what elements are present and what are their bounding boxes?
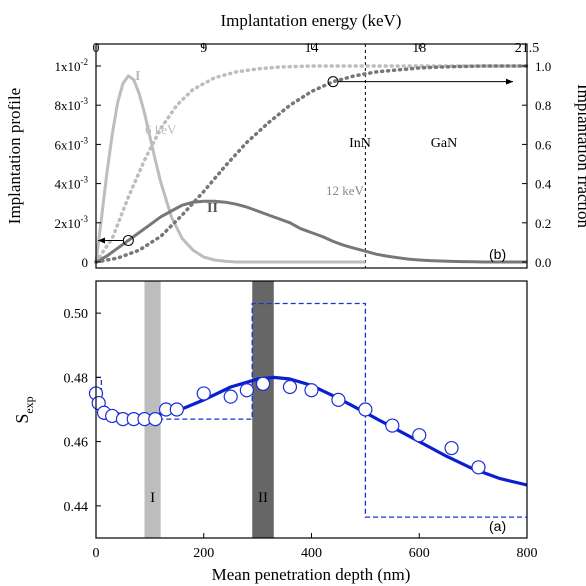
panel-a: 0 200 400 600 800 0.440.460.480.50 I II Mean …	[12, 280, 538, 584]
svg-text:Sexp: Sexp	[12, 396, 36, 423]
data-point	[412, 428, 427, 443]
right-tick-label: 0.2	[535, 216, 551, 231]
fraction-curve-12kev	[94, 64, 529, 264]
top-axis-title: Implantation energy (keV)	[221, 11, 402, 30]
data-point	[223, 389, 238, 404]
data-point	[169, 402, 184, 417]
x-tick-label: 0	[93, 546, 100, 561]
right-tick-label: 1.0	[535, 59, 551, 74]
arrow-right-head	[506, 78, 513, 85]
energy-label-12kev: 12 keV	[326, 183, 365, 198]
data-point	[358, 402, 373, 417]
panel-b: Implantation energy (keV) 09141821.5 0 2x…	[5, 11, 586, 270]
curve-label-II: II	[207, 201, 218, 216]
left-tick-label: 0	[82, 255, 89, 270]
left-tick-label: 4x10-3	[55, 175, 89, 192]
band-I	[144, 281, 161, 538]
left-tick-label: 6x10-3	[55, 135, 89, 152]
y-tick-label: 0.46	[64, 436, 89, 451]
left-axis-title: Implantation profile	[5, 88, 24, 224]
right-tick-label: 0.6	[535, 137, 552, 152]
y-axis-title: Sexp	[12, 396, 36, 423]
x-axis-title: Mean penetration depth (nm)	[212, 565, 411, 584]
data-point	[239, 383, 254, 398]
step-profile	[96, 302, 527, 518]
x-tick-label: 400	[301, 546, 322, 561]
y-tick-labels: 0.44 0.46 0.48 0.50	[64, 307, 89, 515]
x-tick-label: 200	[193, 546, 214, 561]
profile-curves	[94, 64, 529, 264]
tick-marks	[95, 312, 528, 538]
left-tick-label: 1x10-2	[55, 57, 89, 74]
right-tick-label: 0.4	[535, 177, 552, 192]
data-point	[255, 376, 271, 391]
axis-arrows	[98, 76, 513, 246]
x-tick-labels: 0 200 400 600 800	[93, 546, 538, 561]
profile-curve-I	[94, 74, 366, 264]
x-tick-label: 600	[409, 546, 430, 561]
y-axis-title-sub: exp	[22, 396, 36, 413]
energy-label-6kev: 6 keV	[145, 122, 177, 137]
tick-marks	[95, 44, 528, 263]
data-point	[282, 379, 298, 395]
fraction-curve-6kev	[94, 64, 529, 264]
top-tick-labels: 09141821.5	[93, 41, 540, 56]
data-points	[88, 376, 486, 475]
data-point	[304, 383, 319, 398]
y-tick-label: 0.50	[64, 307, 89, 322]
data-point	[471, 460, 486, 475]
band-label-II: II	[258, 490, 268, 506]
right-tick-label: 0.0	[535, 255, 551, 270]
band-II	[252, 281, 274, 538]
data-point	[444, 440, 459, 456]
panel-label-b: (b)	[489, 246, 506, 262]
x-tick-label: 800	[517, 546, 538, 561]
step-profile-line	[96, 302, 527, 518]
arrow-left-head	[98, 237, 105, 244]
band-label-I: I	[150, 490, 155, 506]
data-point	[331, 392, 346, 407]
left-tick-label: 8x10-3	[55, 96, 89, 113]
right-axis-title: Implantation fraction	[574, 84, 586, 228]
depth-bands	[144, 281, 274, 538]
y-axis-title-main: S	[12, 414, 32, 424]
profile-curve-II	[95, 199, 527, 264]
data-point	[196, 386, 211, 401]
data-point	[385, 418, 400, 433]
data-point	[148, 412, 163, 427]
curve-label-I: I	[135, 69, 140, 84]
panel-label-a: (a)	[489, 518, 506, 534]
left-tick-labels: 0 2x10-3 4x10-3 6x10-3 8x10-3 1x10-2	[55, 57, 89, 270]
left-tick-label: 2x10-3	[55, 214, 89, 231]
y-tick-label: 0.44	[64, 500, 89, 515]
region-label-gan: GaN	[431, 136, 457, 151]
right-tick-label: 0.8	[535, 98, 551, 113]
region-label-inn: InN	[349, 136, 371, 151]
right-tick-labels: 0.0 0.2 0.4 0.6 0.8 1.0	[535, 59, 552, 270]
band-labels: I II	[150, 490, 268, 506]
y-tick-label: 0.48	[64, 371, 89, 386]
